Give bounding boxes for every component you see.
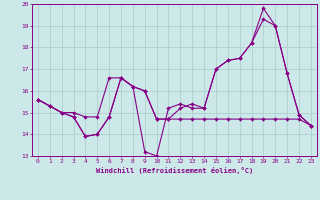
X-axis label: Windchill (Refroidissement éolien,°C): Windchill (Refroidissement éolien,°C) [96, 167, 253, 174]
